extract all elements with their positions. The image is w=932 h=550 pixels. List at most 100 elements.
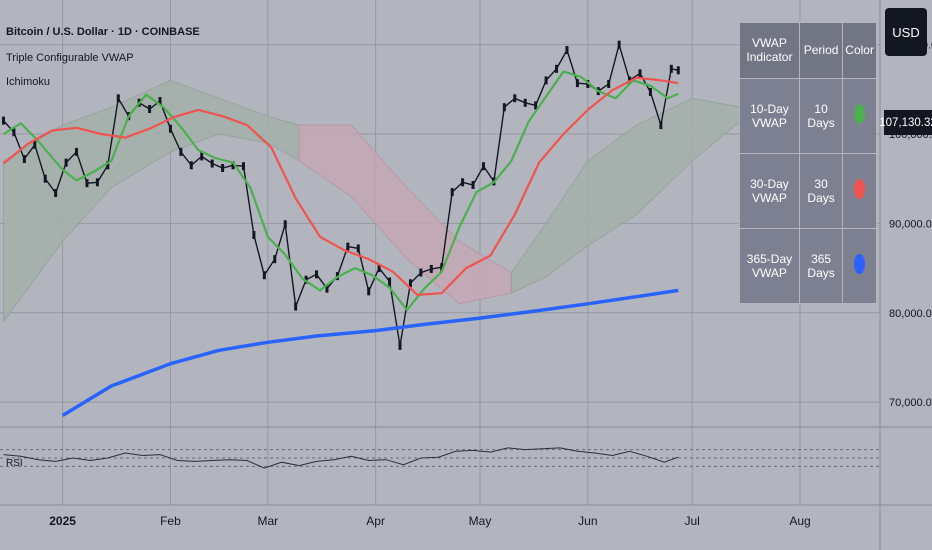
price-candle xyxy=(200,152,204,161)
price-candle xyxy=(148,105,152,114)
price-candle xyxy=(85,179,89,188)
price-candle xyxy=(659,121,663,130)
table-cell-period: 365 Days xyxy=(798,227,844,305)
price-candle xyxy=(12,128,16,137)
price-candle xyxy=(346,242,350,251)
price-candle xyxy=(648,88,652,97)
price-candle xyxy=(315,270,319,279)
price-candle xyxy=(377,264,381,273)
price-candle xyxy=(241,162,245,171)
price-candle xyxy=(676,66,680,75)
table-cell-period: 30 Days xyxy=(798,152,844,229)
price-candle xyxy=(523,98,527,107)
x-tick-label: Jun xyxy=(578,514,597,528)
price-series xyxy=(1,40,680,350)
table-row: 10-Day VWAP 10 Days xyxy=(739,77,877,154)
vwap10-line xyxy=(2,70,679,312)
table-row: 365-Day VWAP 365 Days xyxy=(739,227,877,305)
price-candle xyxy=(95,178,99,187)
price-candle xyxy=(669,64,673,73)
price-candle xyxy=(607,80,611,88)
x-tick-label: Feb xyxy=(160,514,181,528)
price-candle xyxy=(481,162,485,171)
price-candle xyxy=(429,264,433,273)
price-candle xyxy=(210,159,214,168)
table-cell-indicator: 30-Day VWAP xyxy=(739,152,800,229)
price-candle xyxy=(168,124,172,133)
price-candle xyxy=(575,79,579,88)
x-tick-label: 2025 xyxy=(49,514,76,528)
price-candle xyxy=(367,287,371,296)
price-candle xyxy=(617,40,621,49)
price-candle xyxy=(33,140,37,149)
price-candle xyxy=(461,178,465,187)
y-tick-label: 70,000.00 xyxy=(889,397,932,409)
price-candle xyxy=(565,46,569,55)
price-candle xyxy=(638,69,642,78)
x-tick-label: Apr xyxy=(366,514,385,528)
y-tick-label: 90,000.00 xyxy=(889,218,932,230)
price-candle xyxy=(398,341,402,350)
price-candle xyxy=(294,302,298,311)
price-candle xyxy=(106,161,110,170)
price-close-line xyxy=(2,42,679,346)
price-candle xyxy=(555,64,559,73)
x-tick-label: Mar xyxy=(257,514,278,528)
y-tick-label: 80,000.00 xyxy=(889,308,932,320)
price-candle xyxy=(586,80,590,88)
symbol-title: Bitcoin / U.S. Dollar · 1D · COINBASE xyxy=(6,26,200,38)
table-header: Color xyxy=(842,22,877,79)
price-candle xyxy=(356,244,360,253)
currency-button[interactable]: USD xyxy=(885,8,927,56)
price-candle xyxy=(54,189,58,198)
price-candle xyxy=(43,174,47,183)
price-candle xyxy=(304,275,308,284)
price-candle xyxy=(252,231,256,240)
rsi-pane xyxy=(0,447,880,469)
table-cell-color xyxy=(842,152,877,229)
x-tick-label: May xyxy=(469,514,492,528)
price-candle xyxy=(262,271,266,280)
color-dot-icon xyxy=(854,179,866,200)
table-header: VWAP Indicator xyxy=(739,22,800,79)
price-candle xyxy=(325,284,329,293)
ichimoku-cloud-segment xyxy=(298,124,512,305)
price-candle xyxy=(544,76,548,85)
price-candle xyxy=(273,255,277,264)
price-candle xyxy=(158,96,162,105)
price-candle xyxy=(22,155,26,164)
vwap30-line xyxy=(2,76,679,296)
table-cell-color xyxy=(842,77,877,154)
price-candle xyxy=(75,147,79,156)
price-candle xyxy=(502,103,506,112)
table-row: 30-Day VWAP 30 Days xyxy=(739,152,877,229)
price-candle xyxy=(116,94,120,103)
price-candle xyxy=(534,101,538,110)
price-candle xyxy=(513,94,517,103)
color-dot-icon xyxy=(854,104,866,125)
x-tick-label: Jul xyxy=(685,514,700,528)
table-cell-color xyxy=(842,227,877,305)
price-candle xyxy=(419,268,423,277)
vwap-lines xyxy=(2,70,679,417)
table-header-row: VWAP Indicator Period Color xyxy=(739,22,877,79)
x-tick-label: Aug xyxy=(789,514,810,528)
table-header: Period xyxy=(798,22,844,79)
price-candle xyxy=(179,147,183,156)
table-cell-indicator: 365-Day VWAP xyxy=(739,227,800,305)
price-candle xyxy=(231,161,235,170)
price-candle xyxy=(64,158,68,167)
price-candle xyxy=(221,164,225,172)
price-candle xyxy=(471,180,475,189)
price-candle xyxy=(189,161,193,170)
table-cell-indicator: 10-Day VWAP xyxy=(739,77,800,154)
indicator-ichimoku-label[interactable]: Ichimoku xyxy=(6,76,51,88)
last-price-tag: 107,130.32 xyxy=(879,110,932,135)
indicator-vwap-label[interactable]: Triple Configurable VWAP xyxy=(6,52,134,64)
price-candle xyxy=(440,263,444,272)
ichimoku-cloud xyxy=(3,79,742,324)
price-candle xyxy=(388,277,392,286)
price-candle xyxy=(1,116,5,125)
rsi-label: RSI xyxy=(6,458,23,469)
price-candle xyxy=(408,279,412,288)
